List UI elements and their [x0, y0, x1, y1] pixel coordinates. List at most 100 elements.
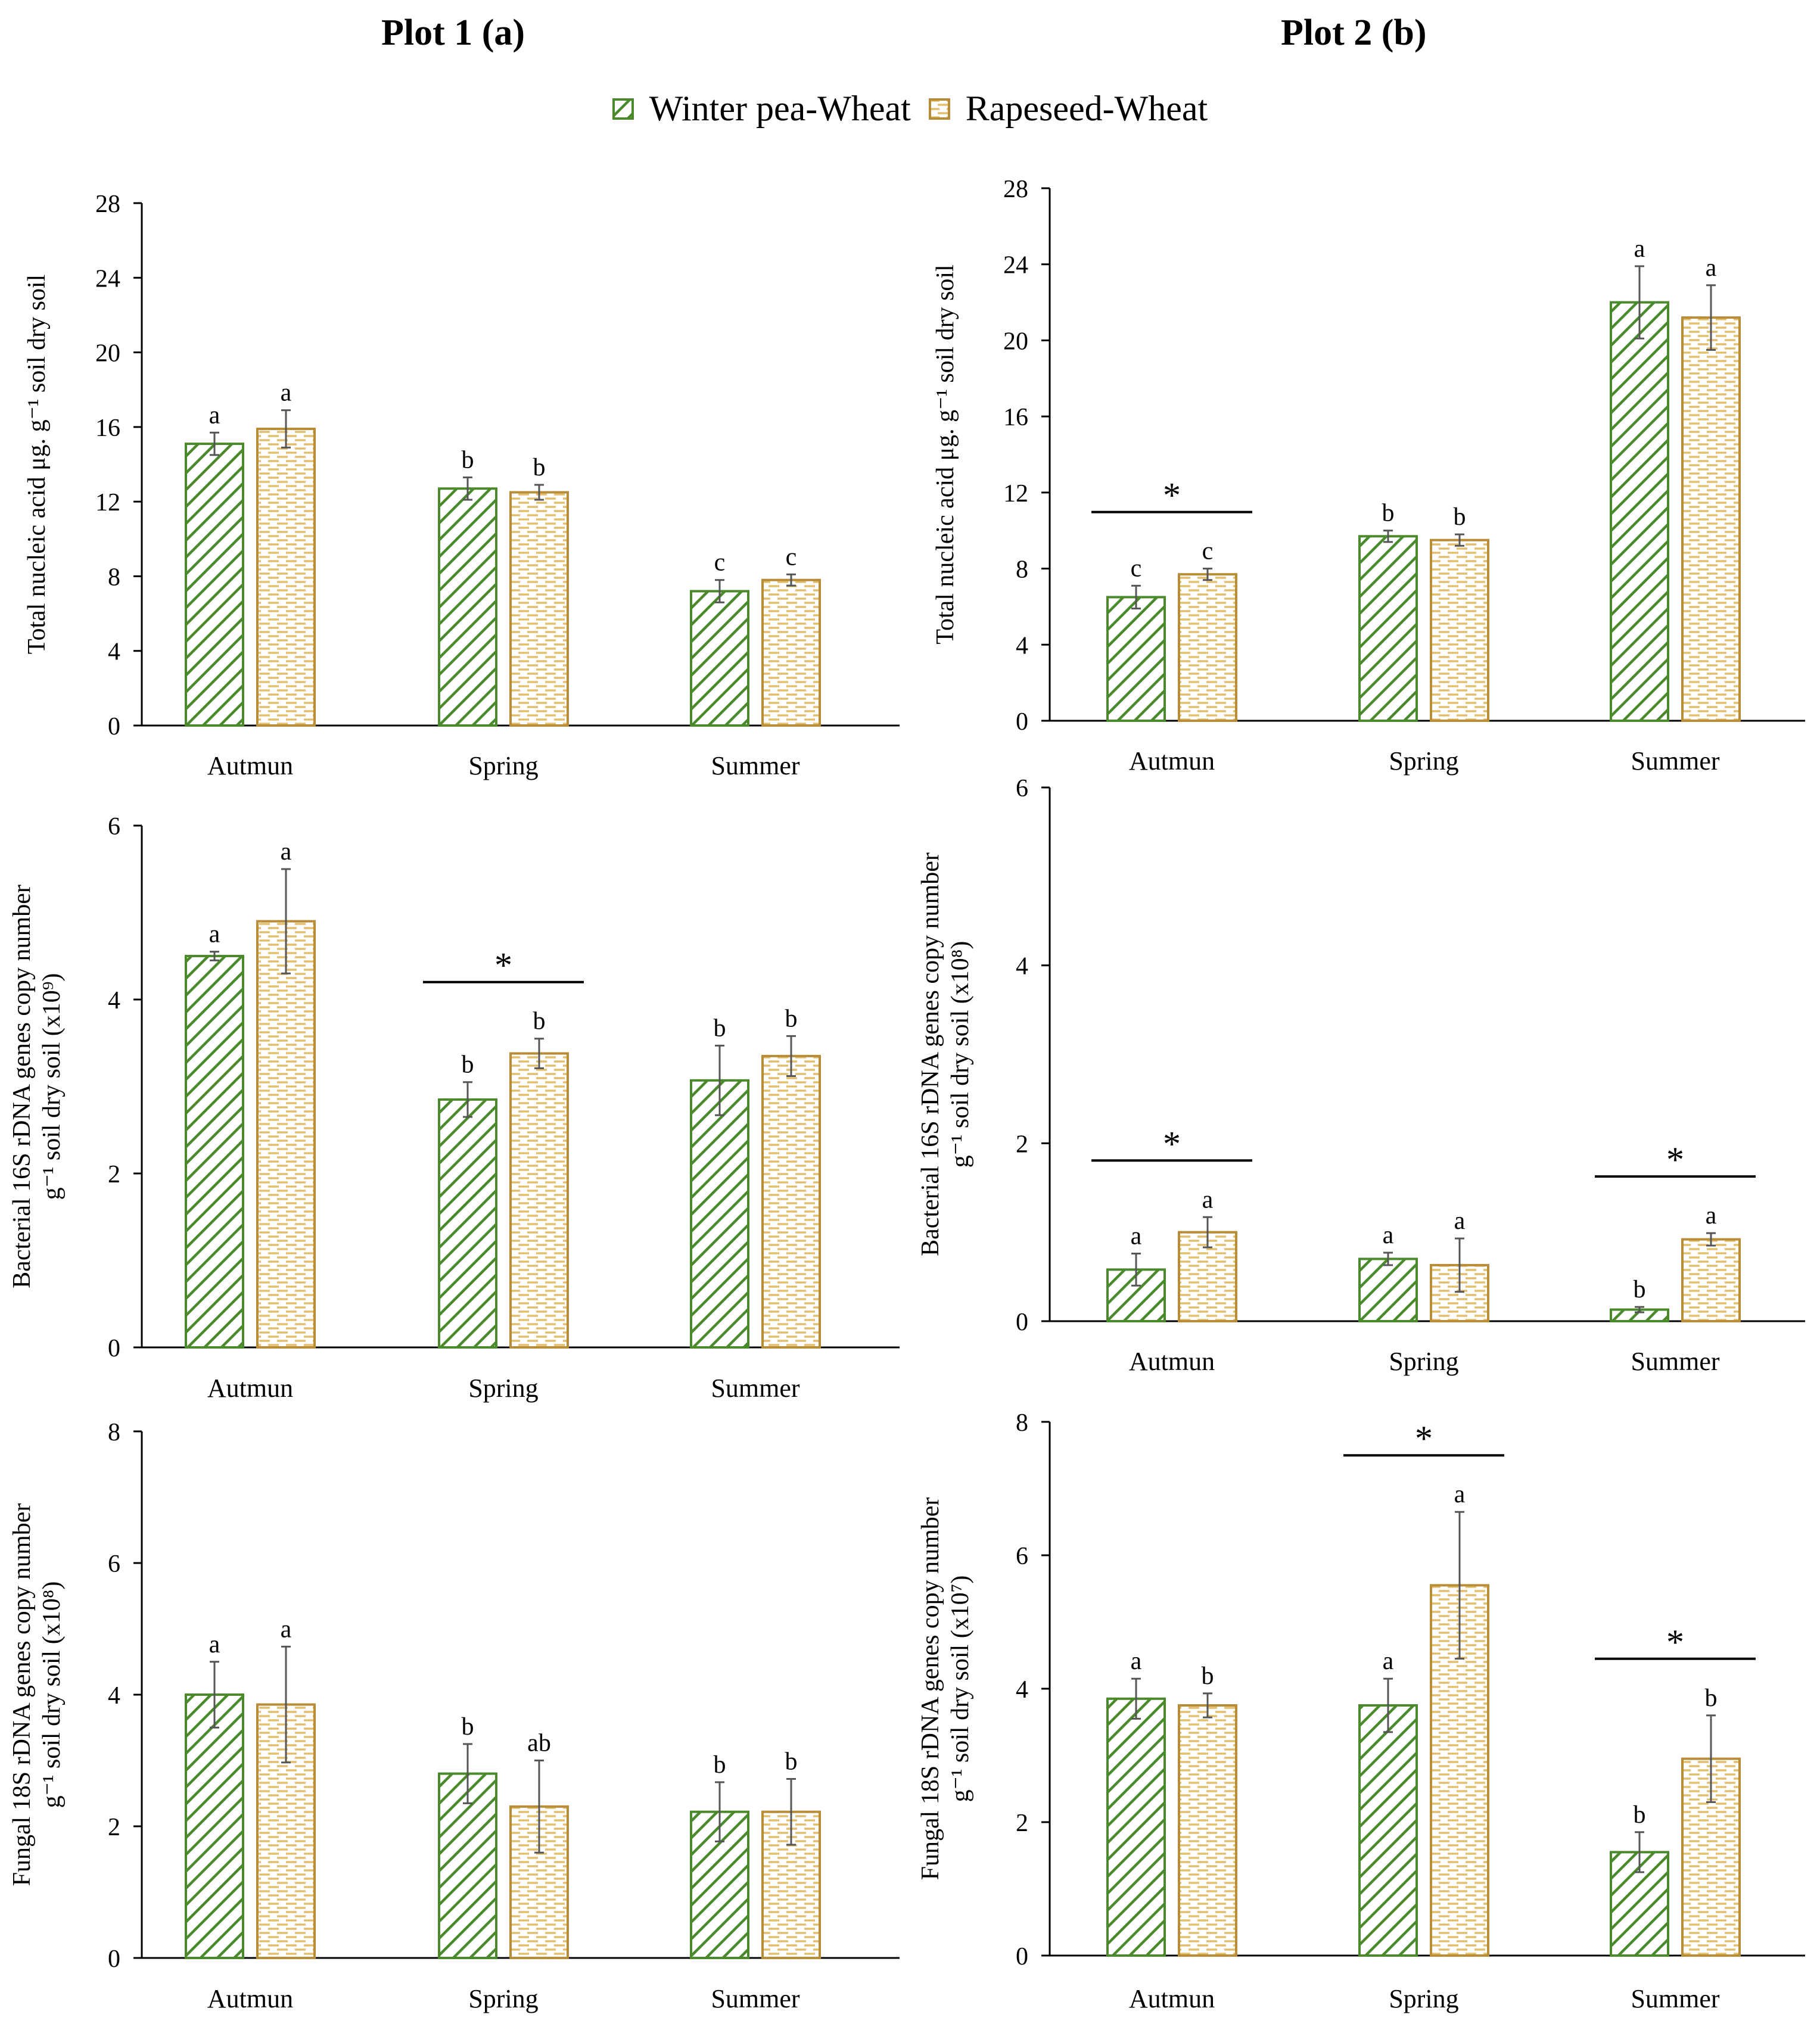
plot1-fungal-ytick-label-3: 6 [108, 1551, 120, 1578]
plot1-bacterial-category-label-0: Autmun [207, 1374, 293, 1403]
plot2-nucleic-ytick-label-7: 28 [1003, 176, 1028, 203]
plot2-bacterial-letter-s0-c0: a [1131, 1223, 1142, 1250]
plot2-bacterial-ylabel-line-1: g⁻¹ soil dry soil (x10⁸) [947, 941, 974, 1168]
plot2-fungal-letter-s0-c1: a [1383, 1648, 1394, 1675]
plot2-nucleic-letter-s1-c2: a [1706, 254, 1717, 282]
plot1-nucleic-ytick-label-6: 24 [95, 265, 120, 292]
plot2-bacterial-ytick-label-2: 4 [1016, 953, 1028, 980]
plot1-nucleic-ylabel-line-0: Total nucleic acid μg. g⁻¹ soil dry soil [23, 275, 51, 655]
plot2-nucleic-bar-s0-c0 [1106, 596, 1166, 723]
plot2-fungal-ytick-label-2: 4 [1016, 1676, 1028, 1704]
plot2-fungal-bar-s0-c0 [1106, 1697, 1166, 1957]
plot2-nucleic-letter-s1-c0: c [1202, 538, 1214, 565]
plot2-nucleic-ytick-label-5: 20 [1003, 328, 1028, 355]
plot2-nucleic-bar-s0-c2 [1610, 301, 1669, 723]
plot1-nucleic-category-label-0: Autmun [207, 751, 293, 780]
plot2-nucleic-letter-s0-c1: b [1382, 500, 1395, 527]
plot2-fungal-ytick-label-4: 8 [1016, 1409, 1028, 1437]
plot2-column-title: Plot 2 (b) [1281, 13, 1427, 53]
plot1-nucleic-ytick-label-7: 28 [95, 191, 120, 218]
plot2-nucleic-letter-s0-c2: a [1634, 235, 1645, 263]
plot1-fungal-bar-s1-c2 [761, 1810, 821, 1959]
plot1-bacterial-ytick-label-1: 2 [108, 1161, 120, 1188]
plot2-nucleic-bar-s1-c0 [1178, 573, 1237, 723]
plot1-fungal-letter-s1-c2: b [785, 1748, 798, 1775]
plot1-fungal-letter-s0-c2: b [714, 1751, 726, 1779]
plot1-bacterial-letter-s0-c1: b [462, 1051, 474, 1079]
plot1-bacterial-category-label-2: Summer [711, 1374, 799, 1403]
plot2-fungal-letter-s0-c0: a [1131, 1648, 1142, 1675]
plot1-bacterial-letter-s1-c0: a [281, 838, 292, 865]
plot1-fungal-ytick-label-1: 2 [108, 1814, 120, 1841]
plot2-fungal-bar-s0-c1 [1358, 1704, 1418, 1957]
plot1-bacterial-ytick-label-0: 0 [108, 1335, 120, 1362]
plot2-fungal-letter-s1-c0: b [1202, 1662, 1214, 1690]
legend-swatch-winter-pea-wheat [612, 98, 634, 120]
plot1-nucleic-bar-s1-c2 [761, 578, 821, 727]
plot1-fungal-ytick-label-2: 4 [108, 1682, 120, 1710]
plot1-bacterial-category-label-1: Spring [468, 1374, 538, 1403]
plot1-nucleic-bar-s1-c1 [509, 491, 569, 727]
plot1-nucleic-letter-s0-c1: b [462, 446, 474, 474]
plot1-fungal-letter-s0-c0: a [209, 1631, 220, 1658]
plot1-bacterial-bar-s1-c0 [256, 920, 316, 1349]
plot2-bacterial-letter-s1-c0: a [1202, 1186, 1214, 1213]
plot2-bacterial-ytick-label-3: 6 [1016, 775, 1028, 802]
plot2-bacterial-bar-s1-c2 [1681, 1238, 1741, 1322]
legend-label-winter-pea-wheat: Winter pea-Wheat [649, 89, 911, 128]
plot1-bacterial-bar-s1-c2 [761, 1054, 821, 1349]
plot1-column-title: Plot 1 (a) [381, 13, 525, 53]
plot2-fungal-significance-symbol-0: * [1415, 1419, 1433, 1458]
plot1-nucleic-letter-s1-c2: c [786, 543, 797, 571]
plot1-bacterial-letter-s1-c1: b [533, 1008, 546, 1035]
plot2-bacterial-letter-s0-c2: b [1634, 1276, 1646, 1303]
plot2-fungal-significance-symbol-1: * [1666, 1623, 1684, 1662]
plot2-bacterial-ytick-label-0: 0 [1016, 1309, 1028, 1336]
plot2-fungal-ytick-label-0: 0 [1016, 1943, 1028, 1970]
plot2-bacterial-letter-s0-c1: a [1383, 1222, 1394, 1249]
plot1-fungal-ytick-label-0: 0 [108, 1945, 120, 1973]
plot2-fungal-category-label-2: Summer [1631, 1984, 1719, 2013]
plot2-nucleic-ytick-label-4: 16 [1003, 404, 1028, 431]
plot1-fungal-letter-s1-c0: a [281, 1615, 292, 1643]
plot2-nucleic-category-label-2: Summer [1631, 746, 1719, 776]
plot2-bacterial-category-label-0: Autmun [1129, 1347, 1215, 1376]
plot2-nucleic-significance-symbol-0: * [1163, 476, 1181, 515]
plot1-bacterial-bar-s1-c1 [509, 1052, 569, 1349]
plot2-bacterial-letter-s1-c2: a [1706, 1202, 1717, 1229]
plot1-nucleic-letter-s1-c0: a [281, 379, 292, 407]
plot1-bacterial-bar-s0-c2 [690, 1079, 749, 1349]
plot1-nucleic-bar-s0-c2 [690, 590, 749, 727]
legend-item-winter-pea-wheat: Winter pea-Wheat [612, 88, 911, 129]
plot1-nucleic-letter-s0-c2: c [714, 549, 726, 577]
plot2-fungal-letter-s0-c2: b [1634, 1801, 1646, 1829]
plot1-nucleic-panel: 0 4 8 12 16 20 24 28 Total nucleic acid μg. g⁻¹ … [23, 191, 900, 780]
plot2-nucleic-ytick-label-3: 12 [1003, 480, 1028, 508]
plot1-nucleic-ytick-label-1: 4 [108, 639, 120, 666]
plot1-nucleic-category-label-2: Summer [711, 751, 799, 780]
plot1-nucleic-bar-s1-c0 [256, 427, 316, 727]
plot1-bacterial-letter-s0-c2: b [714, 1014, 726, 1042]
plot1-nucleic-ytick-label-4: 16 [95, 415, 120, 442]
plot2-nucleic-bar-s1-c2 [1681, 316, 1741, 722]
plot1-nucleic-letter-s0-c0: a [209, 401, 220, 429]
plot1-bacterial-bar-s0-c0 [185, 955, 244, 1349]
plot2-bacterial-category-label-1: Spring [1389, 1347, 1458, 1376]
plot2-nucleic-category-label-0: Autmun [1129, 746, 1215, 776]
plot2-fungal-ytick-label-1: 2 [1016, 1810, 1028, 1837]
plot1-nucleic-ytick-label-5: 20 [95, 340, 120, 368]
plot2-fungal-category-label-1: Spring [1389, 1984, 1458, 2013]
plot2-nucleic-ytick-label-0: 0 [1016, 708, 1028, 736]
plot2-nucleic-ytick-label-6: 24 [1003, 252, 1028, 279]
plot1-fungal-letter-s0-c1: b [462, 1713, 474, 1741]
plot1-nucleic-category-label-1: Spring [468, 751, 538, 780]
plot2-bacterial-significance-symbol-0: * [1163, 1124, 1181, 1163]
plot2-bacterial-ytick-label-1: 2 [1016, 1131, 1028, 1158]
plot1-nucleic-bar-s0-c1 [438, 487, 497, 727]
plot1-fungal-ylabel-line-0: Fungal 18S rDNA genes copy number [8, 1503, 36, 1886]
plot2-bacterial-letter-s1-c1: a [1454, 1207, 1466, 1235]
plot1-bacterial-bar-s0-c1 [438, 1098, 497, 1349]
plot1-nucleic-letter-s1-c1: b [533, 454, 546, 481]
